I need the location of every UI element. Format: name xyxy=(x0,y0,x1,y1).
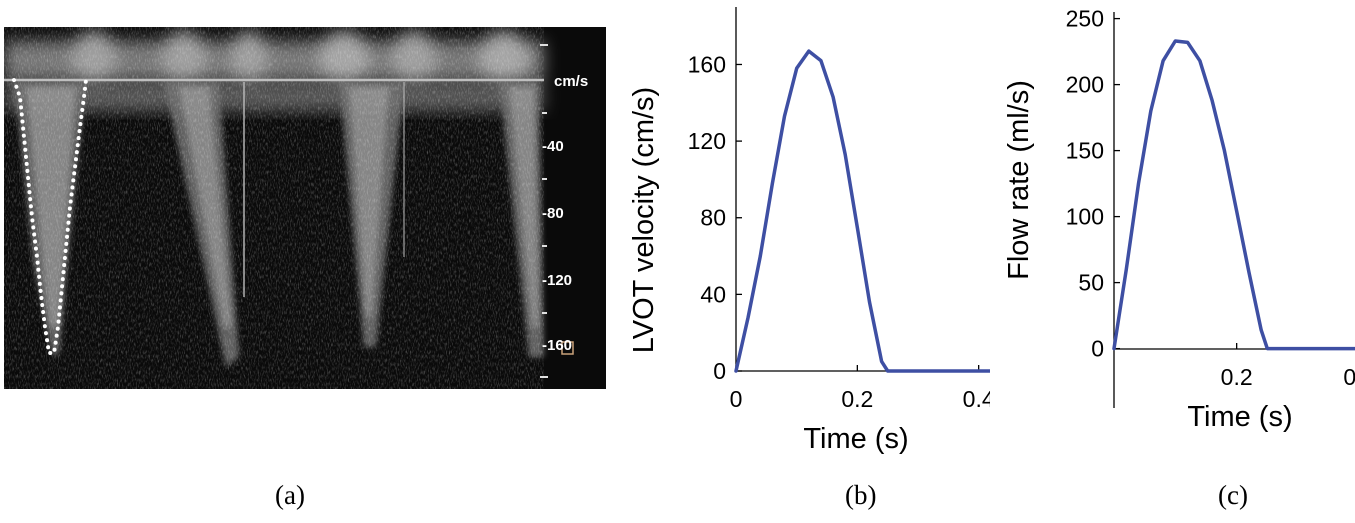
caption-a: (a) xyxy=(275,480,305,510)
y-tick-label: 0 xyxy=(1091,336,1104,362)
caption-b: (b) xyxy=(845,480,877,510)
doppler-image xyxy=(4,27,606,389)
y-tick-label: 40 xyxy=(700,281,726,307)
x-tick-label: 0.2 xyxy=(841,386,873,412)
velocity-scale-ticks xyxy=(540,44,548,378)
doppler-spectrogram: cm/s -40 -80 -120 -160 xyxy=(4,27,606,389)
velocity-scale-label: -80 xyxy=(542,205,564,222)
y-tick-label: 100 xyxy=(1066,204,1104,230)
velocity-scale-label: -40 xyxy=(542,138,564,155)
caption-c: (c) xyxy=(1218,480,1248,510)
x-axis-label: Time (s) xyxy=(1187,401,1292,433)
velocity-unit-label: cm/s xyxy=(554,73,589,90)
marker-box-icon xyxy=(561,341,574,355)
y-tick-label: 80 xyxy=(700,205,726,231)
y-tick-label: 120 xyxy=(688,128,726,154)
velocity-scale-label: -120 xyxy=(542,272,573,289)
y-tick-label: 50 xyxy=(1078,270,1104,296)
series-line xyxy=(734,49,990,373)
y-tick-label: 0 xyxy=(713,358,726,384)
y-tick-label: 200 xyxy=(1066,72,1104,98)
y-axis-label: LVOT velocity (cm/s) xyxy=(628,87,660,353)
x-axis-label: Time (s) xyxy=(803,423,908,455)
x-tick-label: 0.4 xyxy=(963,386,990,412)
x-tick-label: 0.2 xyxy=(1221,364,1253,390)
y-tick-label: 160 xyxy=(688,51,726,77)
flow-rate-chart: 0 50 100 150 200 250 0.2 0.4 Time (s) Flow rate (… xyxy=(1003,6,1355,433)
y-tick-label: 250 xyxy=(1066,6,1104,32)
series-line xyxy=(1112,39,1355,351)
velocity-scale-label: -160 xyxy=(542,337,573,354)
y-axis-label: Flow rate (ml/s) xyxy=(1003,80,1035,280)
x-tick-label: 0.4 xyxy=(1343,364,1355,390)
y-tick-label: 150 xyxy=(1066,138,1104,164)
velocity-trace-dots xyxy=(12,78,88,355)
x-tick-label: 0 xyxy=(730,386,743,412)
